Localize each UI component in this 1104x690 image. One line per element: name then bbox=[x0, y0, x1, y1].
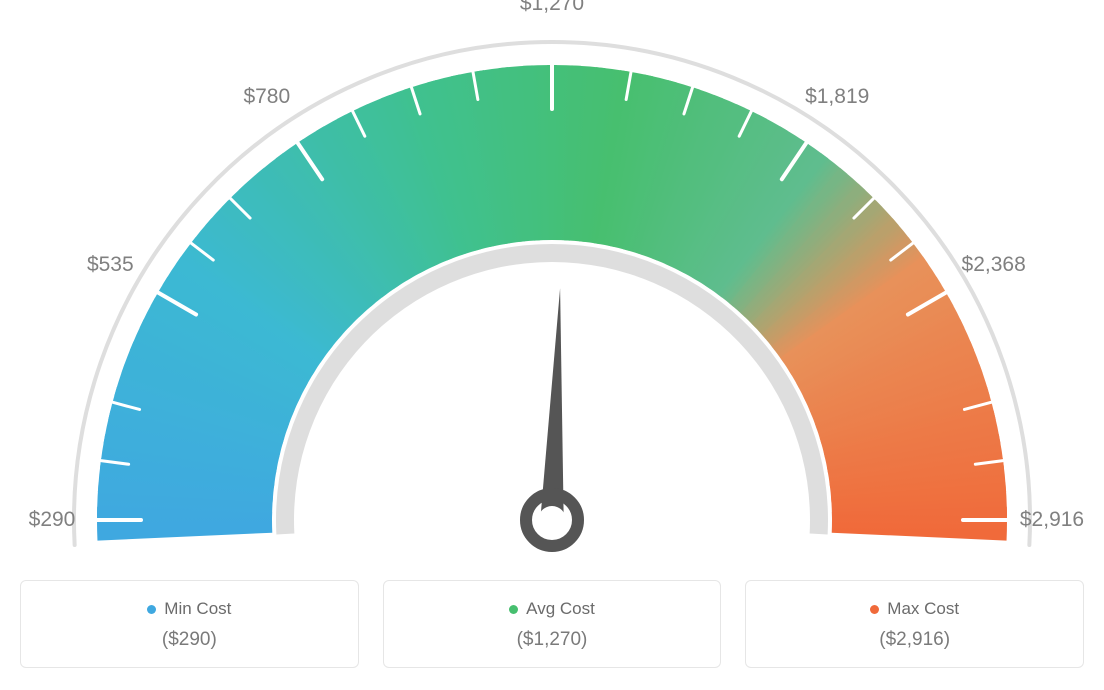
gauge-tick-label: $1,270 bbox=[520, 0, 584, 16]
legend-title-min: Min Cost bbox=[147, 599, 231, 619]
legend-value-avg: ($1,270) bbox=[394, 629, 711, 651]
legend-dot-max bbox=[870, 605, 879, 614]
legend-title-avg: Avg Cost bbox=[509, 599, 595, 619]
gauge-tick-label: $290 bbox=[29, 508, 76, 532]
legend-row: Min Cost ($290) Avg Cost ($1,270) Max Co… bbox=[20, 580, 1084, 668]
gauge-tick-label: $1,819 bbox=[805, 85, 869, 109]
gauge-tick-label: $780 bbox=[243, 85, 290, 109]
legend-label-max: Max Cost bbox=[887, 599, 959, 619]
legend-card-min: Min Cost ($290) bbox=[20, 580, 359, 668]
legend-dot-min bbox=[147, 605, 156, 614]
legend-card-avg: Avg Cost ($1,270) bbox=[383, 580, 722, 668]
legend-title-max: Max Cost bbox=[870, 599, 959, 619]
legend-label-avg: Avg Cost bbox=[526, 599, 595, 619]
legend-label-min: Min Cost bbox=[164, 599, 231, 619]
gauge-tick-label: $2,916 bbox=[1020, 508, 1084, 532]
gauge-tick-label: $535 bbox=[87, 253, 134, 277]
gauge-tick-label: $2,368 bbox=[962, 253, 1026, 277]
legend-value-max: ($2,916) bbox=[756, 629, 1073, 651]
gauge-svg bbox=[20, 20, 1084, 560]
legend-card-max: Max Cost ($2,916) bbox=[745, 580, 1084, 668]
gauge-chart: $290$535$780$1,270$1,819$2,368$2,916 bbox=[20, 20, 1084, 560]
legend-dot-avg bbox=[509, 605, 518, 614]
legend-value-min: ($290) bbox=[31, 629, 348, 651]
